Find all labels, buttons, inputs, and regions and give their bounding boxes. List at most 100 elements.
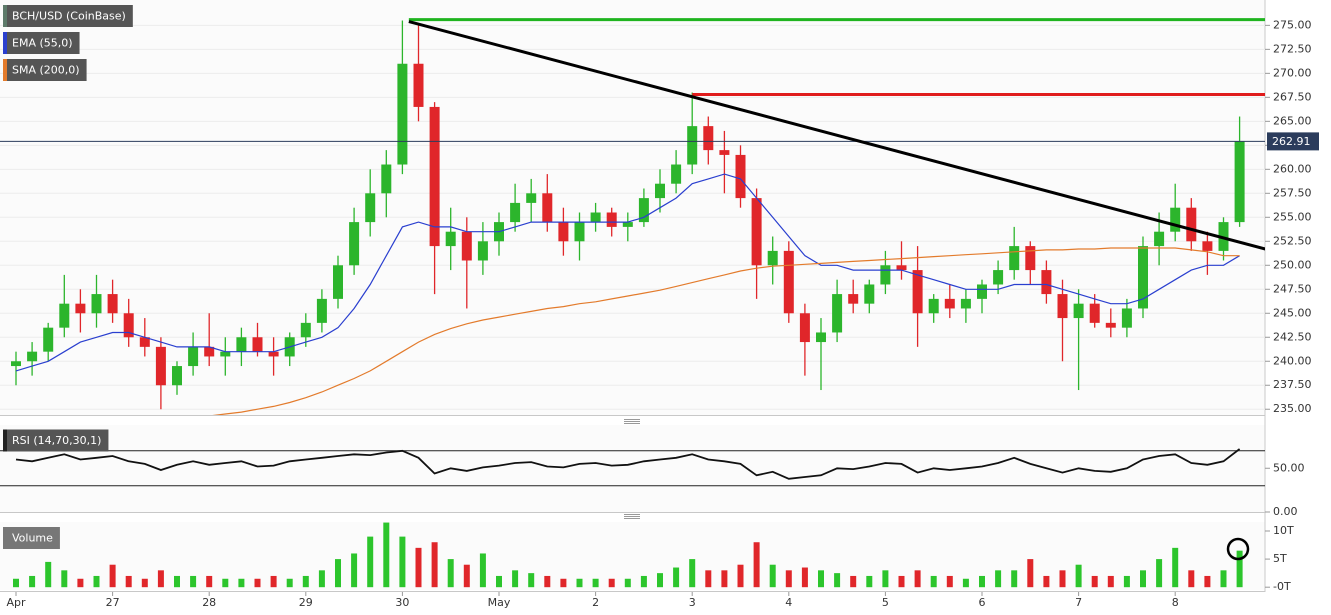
volume-bar [463, 564, 470, 588]
candle-body [848, 294, 859, 304]
candle-body [767, 250, 778, 266]
candle-body [1170, 207, 1181, 232]
plot-area [0, 448, 1265, 487]
legend-swatch [3, 32, 7, 54]
y-tick-label: 257.50 [1273, 186, 1312, 199]
volume-bar [1156, 559, 1163, 588]
candle-body [91, 294, 102, 314]
candle-body [1202, 241, 1213, 251]
volume-bar [77, 578, 84, 588]
volume-bar [141, 578, 148, 588]
x-tick-label: 6 [979, 596, 986, 609]
volume-bar [801, 567, 808, 588]
candle-body [429, 106, 440, 247]
candle-body [574, 222, 585, 242]
legend-box [3, 527, 60, 549]
volume-bar [737, 564, 744, 588]
legend-label: Volume [12, 532, 53, 545]
volume-bar [882, 570, 889, 588]
candle-body [1073, 303, 1084, 319]
volume-bar [705, 570, 712, 588]
candle-body [477, 241, 488, 261]
y-tick-label: 260.00 [1273, 162, 1312, 175]
volume-bar [1204, 575, 1211, 588]
volume-bar [286, 578, 293, 588]
y-tick-label: -0T [1273, 580, 1291, 593]
candle-body [606, 212, 617, 227]
plot-area [13, 522, 1243, 588]
volume-bar [61, 570, 68, 588]
candle-body [11, 361, 21, 367]
x-tick-label: 2 [592, 596, 599, 609]
x-tick-label: 8 [1172, 596, 1179, 609]
volume-bar [109, 564, 116, 588]
candle-body [864, 284, 875, 304]
y-tick-label: 247.50 [1273, 282, 1312, 295]
volume-bar [1075, 564, 1082, 588]
volume-bar [818, 570, 824, 588]
volume-bar [689, 559, 696, 588]
candle-body [75, 303, 86, 314]
volume-bar [979, 575, 985, 588]
candle-body [397, 63, 408, 165]
volume-bar [335, 559, 341, 588]
volume-bar [914, 570, 921, 588]
volume-bar [157, 570, 164, 588]
candle-body [896, 265, 907, 271]
resize-handle[interactable] [624, 419, 640, 424]
y-tick-label: 252.50 [1273, 234, 1312, 247]
volume-bar [1123, 575, 1130, 588]
legend-swatch [3, 59, 7, 81]
candle-body [687, 126, 698, 165]
rsi-chart [0, 448, 1265, 487]
price-panel [0, 0, 1265, 415]
volume-bar [206, 575, 213, 588]
volume-bar [238, 578, 245, 588]
legend-tag: SMA (200,0) [3, 59, 87, 81]
candle-body [1105, 322, 1116, 328]
y-tick-label: 242.50 [1273, 330, 1312, 343]
candle-body [671, 164, 682, 184]
volume-bar [930, 575, 937, 588]
x-tick-label: 29 [299, 596, 313, 609]
volume-bar [399, 536, 406, 588]
candle-body [349, 222, 360, 266]
resize-handle[interactable] [624, 514, 640, 519]
legend-box [3, 429, 109, 452]
candle-body [204, 346, 215, 357]
candle-body [1009, 246, 1020, 271]
x-tick-label: 30 [395, 596, 409, 609]
volume-bar [624, 578, 631, 588]
legend-box [3, 59, 87, 81]
volume-bar [608, 578, 615, 588]
candle-body [27, 351, 38, 362]
volume-bar [302, 575, 309, 588]
candle-body [816, 332, 826, 343]
y-tick-label: 272.50 [1273, 42, 1312, 55]
candle-body [928, 298, 939, 314]
candle-body [735, 154, 746, 199]
volume-bar [383, 522, 390, 588]
volume-bar [29, 575, 36, 588]
x-tick-label: 28 [202, 596, 216, 609]
volume-chart [13, 522, 1243, 588]
candle-body [542, 193, 553, 223]
y-tick-label: 5T [1273, 552, 1287, 565]
candle-body [268, 351, 279, 357]
candle-body [1041, 270, 1052, 295]
x-tick-label: 3 [689, 596, 696, 609]
candle-body [220, 351, 231, 357]
candle-body [1025, 246, 1036, 271]
volume-bar [898, 575, 905, 588]
y-tick-label: 265.00 [1273, 114, 1312, 127]
line [15, 173, 1240, 372]
volume-bar [785, 570, 792, 588]
volume-bar [190, 575, 197, 588]
line [15, 448, 1241, 480]
candle-body [1234, 141, 1245, 223]
volume-bar [431, 542, 438, 588]
legend-label: EMA (55,0) [12, 37, 73, 50]
y-tick-label: 240.00 [1273, 354, 1312, 367]
candle-body [445, 231, 456, 247]
candle-body [1057, 294, 1068, 319]
